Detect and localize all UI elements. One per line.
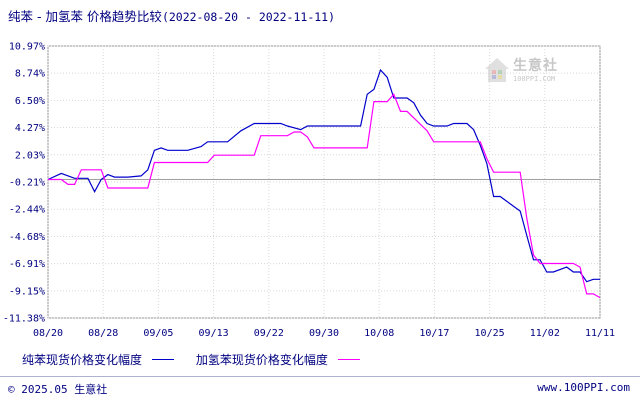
x-tick-label: 11/02: [530, 328, 560, 339]
watermark-logo: 生意社 100PPI.COM: [484, 55, 576, 95]
y-tick-label: 4.27%: [15, 123, 45, 134]
x-tick-label: 09/13: [199, 328, 229, 339]
y-tick-label: -6.91%: [9, 259, 45, 270]
y-tick-label: 6.50%: [15, 96, 45, 107]
y-tick-label: 2.03%: [15, 150, 45, 161]
chart-date-range: (2022-08-20 - 2022-11-11): [161, 10, 336, 24]
watermark-text: 生意社: [513, 58, 558, 74]
legend-item-benzene: 纯苯现货价格变化幅度: [22, 351, 175, 368]
legend-swatch-hydro-benzene: [337, 359, 360, 360]
legend-item-hydro-benzene: 加氢苯现货价格变化幅度: [196, 351, 360, 368]
legend-label-hydro-benzene: 加氢苯现货价格变化幅度: [195, 353, 328, 367]
x-tick-label: 10/08: [364, 328, 394, 339]
x-tick-label: 09/05: [143, 328, 173, 339]
y-tick-label: -4.68%: [9, 232, 45, 243]
chart-title: 纯苯 - 加氢苯 价格趋势比较(2022-08-20 - 2022-11-11): [8, 6, 335, 25]
series-line-benzene: [47, 68, 600, 283]
y-tick-label: -0.21%: [9, 178, 45, 189]
x-tick-label: 09/30: [309, 328, 339, 339]
y-tick-label: -11.38%: [3, 314, 45, 325]
x-tick-label: 11/11: [585, 328, 615, 339]
y-tick-label: -2.44%: [9, 205, 45, 216]
y-tick-label: 8.74%: [15, 69, 45, 80]
y-tick-label: -9.15%: [9, 286, 45, 297]
x-tick-label: 10/17: [419, 328, 449, 339]
series-line-hydro-benzene: [48, 93, 601, 299]
house-icon: [485, 58, 509, 82]
chart-plot: 10.97% 8.74% 6.50% 4.27% 2.03% -0.21% -2.44% -4…: [3, 42, 615, 340]
footer: © 2025.05 生意社 www.100PPI.com: [0, 376, 640, 401]
x-tick-label: 08/20: [33, 328, 63, 339]
y-tick-label: 10.97%: [9, 42, 45, 53]
chart-title-text: 纯苯 - 加氢苯 价格趋势比较: [8, 9, 162, 24]
chart-legend: 纯苯现货价格变化幅度 加氢苯现货价格变化幅度: [22, 351, 378, 368]
x-tick-label: 10/25: [475, 328, 505, 339]
footer-copyright: © 2025.05 生意社: [8, 383, 108, 396]
legend-label-benzene: 纯苯现货价格变化幅度: [22, 353, 143, 367]
watermark-subtext: 100PPI.COM: [513, 75, 556, 83]
footer-site-link[interactable]: www.100PPI.com: [537, 381, 630, 394]
x-tick-label: 08/28: [88, 328, 118, 339]
legend-swatch-benzene: [152, 359, 175, 360]
x-tick-label: 09/22: [254, 328, 284, 339]
